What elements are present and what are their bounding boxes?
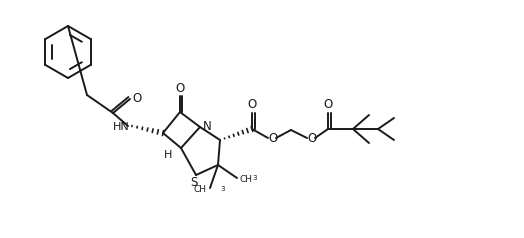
Text: HN: HN bbox=[113, 122, 129, 132]
Text: O: O bbox=[268, 133, 278, 145]
Text: H: H bbox=[164, 150, 172, 160]
Text: O: O bbox=[247, 99, 257, 111]
Text: 3: 3 bbox=[252, 175, 257, 181]
Text: O: O bbox=[323, 99, 333, 111]
Text: S: S bbox=[190, 175, 198, 188]
Text: O: O bbox=[308, 133, 316, 145]
Text: CH: CH bbox=[194, 185, 207, 194]
Text: N: N bbox=[203, 120, 211, 134]
Text: 3: 3 bbox=[220, 186, 224, 192]
Text: CH: CH bbox=[240, 174, 253, 183]
Text: O: O bbox=[176, 81, 184, 94]
Text: O: O bbox=[133, 91, 141, 104]
